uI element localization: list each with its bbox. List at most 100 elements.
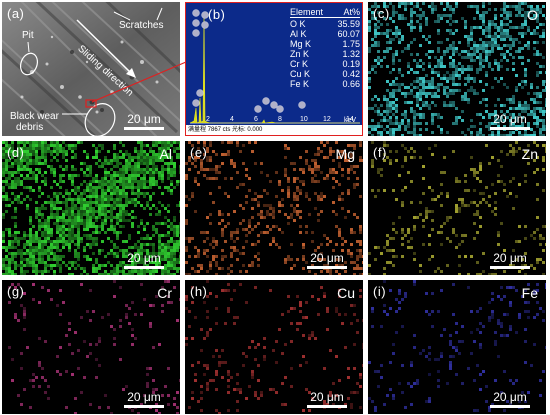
panel-label: (i) <box>373 284 387 299</box>
pit-ellipse <box>19 52 39 76</box>
pit-annotation: Pit <box>22 30 34 41</box>
black-wear-debris-annotation-line1: Black wear <box>10 111 59 122</box>
scale-bar-label: 20 μm <box>127 390 161 404</box>
panel-label: (a) <box>7 6 25 21</box>
panel-h-copper-map: (h) Cu 20 μm <box>185 280 363 414</box>
panel-e-magnesium-map: (e) Mg 20 μm <box>185 141 363 275</box>
table-row: Fe K 0.66 <box>290 79 360 89</box>
table-row: O K 35.59 <box>290 19 360 29</box>
scale-bar: 20 μm <box>301 252 353 269</box>
x-tick-label: 2 <box>206 116 210 123</box>
row-element: Cr K <box>290 59 308 69</box>
chromium-map-texture <box>2 280 180 414</box>
row-value: 0.66 <box>342 79 360 89</box>
row-value: 35.59 <box>337 19 360 29</box>
scale-bar-label: 20 μm <box>127 112 161 126</box>
element-label: O <box>527 7 538 23</box>
scale-bar-line <box>124 266 164 269</box>
scale-bar: 20 μm <box>118 252 170 269</box>
scale-bar-label: 20 μm <box>310 390 344 404</box>
panel-label: (c) <box>373 6 390 21</box>
row-value: 0.42 <box>342 69 360 79</box>
table-row: Cr K 0.19 <box>290 59 360 69</box>
element-label: Al <box>159 146 172 162</box>
x-axis-unit: keV <box>343 117 356 124</box>
header-value: At% <box>343 7 360 17</box>
table-row: Zn K 1.32 <box>290 49 360 59</box>
scale-bar-label: 20 μm <box>310 251 344 265</box>
black-wear-debris-annotation-line2: debris <box>16 122 44 133</box>
row-element: Cu K <box>290 69 311 79</box>
scale-bar-label: 20 μm <box>127 251 161 265</box>
scale-bar: 20 μm <box>118 391 170 408</box>
element-label: Fe <box>521 285 538 301</box>
panel-g-chromium-map: (g) Cr 20 μm <box>2 280 180 414</box>
scale-bar-label: 20 μm <box>493 390 527 404</box>
scale-bar-line <box>124 405 164 408</box>
panel-label: (d) <box>7 145 25 160</box>
copper-map-texture <box>185 280 363 414</box>
scale-bar-line <box>490 405 530 408</box>
element-label: Cr <box>157 285 172 301</box>
composition-table-header: Element At% <box>290 7 360 18</box>
row-value: 60.07 <box>337 29 360 39</box>
row-value: 1.32 <box>342 49 360 59</box>
x-tick-label: 10 <box>300 116 308 123</box>
panel-a-sem-image: (a) Pit Scratches Sliding direction Blac… <box>2 2 180 136</box>
aluminum-map-texture <box>2 141 180 275</box>
scale-bar-line <box>307 266 347 269</box>
scale-bar-line <box>307 405 347 408</box>
panel-c-oxygen-map: (c) O 20 μm <box>368 2 546 136</box>
scale-bar-line <box>124 127 164 130</box>
scratch-pointer-1 <box>113 11 131 21</box>
scratch-pointer-2 <box>156 7 163 21</box>
element-label: Zn <box>521 146 538 162</box>
eds-region-marker <box>85 99 97 108</box>
panel-label: (h) <box>190 284 208 299</box>
row-element: Zn K <box>290 49 310 59</box>
scale-bar: 20 μm <box>301 391 353 408</box>
eds-spectrum-plot <box>189 9 360 124</box>
scratches-annotation: Scratches <box>119 20 164 31</box>
spectrum-trace <box>189 12 360 124</box>
element-label: Cu <box>337 285 355 301</box>
panel-f-zinc-map: (f) Zn 20 μm <box>368 141 546 275</box>
scale-bar-line <box>490 266 530 269</box>
panel-i-iron-map: (i) Fe 20 μm <box>368 280 546 414</box>
row-element: O K <box>290 19 306 29</box>
scale-bar-label: 20 μm <box>493 251 527 265</box>
magnesium-map-texture <box>185 141 363 275</box>
scale-bar: 20 μm <box>484 113 536 130</box>
panel-d-aluminum-map: (d) Al 20 μm <box>2 141 180 275</box>
table-row: Al K 60.07 <box>290 29 360 39</box>
x-tick-label: 6 <box>254 116 258 123</box>
x-tick-label: 8 <box>278 116 282 123</box>
element-markers <box>192 9 306 113</box>
row-element: Fe K <box>290 79 310 89</box>
panel-label: (g) <box>7 284 25 299</box>
table-row: Cu K 0.42 <box>290 69 360 79</box>
scale-bar: 20 μm <box>118 113 170 130</box>
panel-label: (b) <box>208 7 226 22</box>
header-element: Element <box>290 7 324 17</box>
row-element: Al K <box>290 29 307 39</box>
panel-label: (e) <box>190 145 208 160</box>
x-tick-label: 12 <box>323 116 331 123</box>
pit-pointer <box>27 41 30 53</box>
x-tick-label: 4 <box>230 116 234 123</box>
zinc-map-texture <box>368 141 546 275</box>
iron-map-texture <box>368 280 546 414</box>
panel-b-eds-spectrum: (b) Element At% O K 35.59 Al K 60.07 Mg … <box>185 2 363 136</box>
debris-ellipse <box>84 103 116 136</box>
row-element: Mg K <box>290 39 312 49</box>
oxygen-map-texture <box>368 2 546 136</box>
scale-bar-line <box>490 127 530 130</box>
panel-label: (f) <box>373 145 387 160</box>
scale-bar-label: 20 μm <box>493 112 527 126</box>
scale-bar: 20 μm <box>484 391 536 408</box>
element-label: Mg <box>335 146 355 162</box>
composition-table: Element At% O K 35.59 Al K 60.07 Mg K 1.… <box>290 7 360 89</box>
table-row: Mg K 1.75 <box>290 39 360 49</box>
x-tick-label: 14 <box>346 116 354 123</box>
scale-bar: 20 μm <box>484 252 536 269</box>
